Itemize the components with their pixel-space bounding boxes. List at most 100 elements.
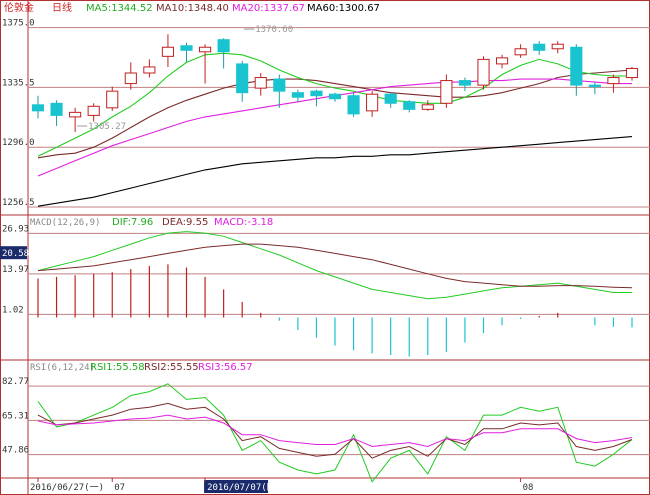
ma5-label: MA5:1344.52: [86, 3, 153, 14]
rsi-tick-label: 82.77: [2, 377, 29, 387]
candle: [180, 42, 193, 63]
instrument-label: 伦敦金: [4, 1, 34, 14]
candle-body-up: [143, 66, 156, 74]
candle: [50, 100, 63, 126]
candle: [570, 44, 583, 96]
candle: [458, 77, 472, 92]
candle-body-down: [180, 45, 193, 51]
candle-body-up: [366, 93, 379, 112]
annotation-label: 1305.27: [88, 122, 126, 132]
dea-label: DEA:9.55: [162, 217, 208, 228]
candle: [625, 66, 639, 81]
candle: [403, 100, 416, 113]
candle: [254, 72, 267, 96]
candle-body-up: [514, 48, 527, 56]
rsi3-label: RSI3:56.57: [198, 362, 253, 373]
x-axis-label: 2016/06/27(一): [30, 483, 104, 493]
x-label-highlight-box: [204, 480, 269, 493]
candle-body-up: [69, 111, 82, 118]
price-tick-label: 1335.5: [2, 78, 35, 88]
candle-body-down: [328, 93, 342, 100]
gridlines: [28, 27, 650, 456]
candle: [87, 103, 100, 122]
candle: [217, 38, 230, 69]
rsi-name-label: RSI(6,12,24): [30, 363, 95, 373]
candle: [291, 89, 304, 102]
ma5-line: [37, 69, 633, 159]
candle: [551, 41, 564, 54]
candle-body-up: [421, 104, 434, 110]
candle: [384, 92, 397, 108]
candle: [607, 74, 620, 93]
candle-body-up: [161, 46, 175, 57]
candle: [421, 100, 434, 111]
candle-body-up: [607, 77, 620, 85]
ma60-line: [37, 136, 633, 207]
macd-tick-label: 13.97: [2, 265, 29, 275]
candle-body-up: [254, 77, 267, 89]
candle-body-down: [217, 39, 230, 53]
price-tick-label: 1256.5: [2, 198, 35, 208]
candle-body-up: [124, 72, 137, 85]
candle: [588, 82, 601, 95]
candle-body-down: [273, 78, 286, 92]
ma10-label: MA10:1348.40: [156, 3, 229, 14]
candle-body-down: [588, 84, 601, 88]
macd-tick-label: 1.02: [2, 305, 24, 315]
candle: [106, 86, 119, 111]
candle-body-down: [236, 63, 249, 94]
rsi1-line: [37, 383, 633, 483]
price-tick-label: 1375.0: [2, 19, 35, 29]
rsi2-line: [37, 402, 633, 459]
period-label: 日线: [52, 1, 72, 14]
macd-highlight-box: [0, 246, 27, 260]
price-annotations: 1370.60 1305.27: [77, 25, 293, 132]
candle: [440, 74, 453, 108]
candle: [161, 34, 175, 67]
candle-body-up: [477, 58, 490, 86]
rsi2-label: RSI2:55.55: [144, 362, 199, 373]
candle-body-down: [384, 93, 397, 104]
macd-name-label: MACD(12,26,9): [30, 218, 100, 228]
candle-body-up: [551, 43, 564, 50]
dif-line: [37, 231, 632, 300]
candle: [310, 89, 323, 107]
candle: [495, 54, 509, 69]
candle-body-down: [403, 101, 416, 110]
candle-body-up: [440, 80, 453, 104]
candle-body-down: [291, 92, 304, 98]
candle-body-down: [310, 90, 323, 97]
candle: [366, 91, 379, 117]
dif-label: DIF:7.96: [112, 217, 153, 228]
candle-body-up: [87, 105, 100, 116]
rsi-panel: [37, 383, 633, 483]
rsi-tick-label: 65.31: [2, 411, 29, 421]
candle: [198, 44, 212, 84]
candle: [533, 41, 546, 55]
candlesticks: [31, 34, 639, 133]
candle-body-down: [31, 104, 45, 112]
candle: [236, 60, 249, 102]
rsi1-label: RSI1:55.58: [90, 362, 145, 373]
annotation-label: 1370.60: [255, 25, 293, 35]
x-axis-label: 2016/07/07(四): [207, 483, 281, 493]
ma10-line: [37, 52, 632, 157]
candle: [31, 95, 45, 119]
candle: [514, 44, 527, 58]
x-axis-label: 07: [114, 483, 125, 493]
ma60-label: MA60:1300.67: [307, 3, 380, 14]
candle: [328, 92, 342, 102]
candle: [143, 59, 156, 78]
macd-highlight-label: 20.58: [2, 249, 29, 259]
candle-body-up: [625, 67, 639, 79]
ma20-label: MA20:1337.67: [232, 3, 305, 14]
candle-body-up: [198, 46, 212, 53]
dea-line: [37, 243, 633, 289]
candle: [347, 92, 360, 117]
candle: [273, 74, 286, 108]
x-axis-labels: 2016/06/27(一) 07 2016/07/07(四) 08: [30, 478, 533, 493]
x-axis-label: 08: [523, 483, 534, 493]
candle-body-up: [106, 90, 119, 109]
